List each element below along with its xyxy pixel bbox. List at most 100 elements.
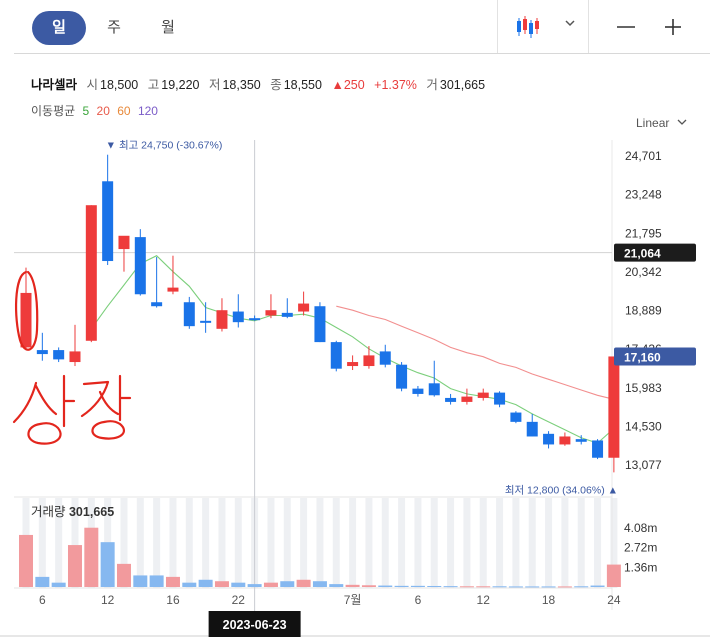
open-value: 18,500 (100, 78, 139, 92)
volume-bar (84, 527, 99, 587)
candlestick-icon (517, 16, 539, 38)
candle-body (281, 312, 293, 317)
candle (461, 388, 473, 405)
volume-bar (247, 584, 262, 587)
price-tick-label: 14,530 (625, 419, 662, 433)
candle-body (412, 388, 424, 394)
volume-bar (263, 582, 278, 587)
toolbar-bottom-border (14, 53, 710, 54)
volume-bar (606, 564, 621, 587)
candle-body (330, 342, 342, 369)
scale-mode-select[interactable]: Linear (636, 116, 687, 130)
candle (314, 302, 326, 343)
crosshair-date-tag (208, 611, 301, 637)
candle-body (477, 392, 489, 398)
chevron-down-icon (677, 119, 687, 125)
candle-body (134, 237, 146, 295)
tab-week[interactable]: 주 (107, 19, 121, 36)
candle (183, 296, 195, 329)
date-tick-label: 18 (542, 593, 556, 607)
candle-body (379, 351, 391, 365)
volume-bar (296, 579, 311, 587)
moving-average-label: 이동평균 (31, 104, 76, 118)
annotation-stroke (62, 374, 76, 428)
candle (396, 362, 408, 392)
low-label: 저 (208, 78, 221, 92)
candle (379, 344, 391, 368)
plus-icon (665, 19, 681, 35)
change-value: 250 (343, 78, 365, 92)
tab-day[interactable]: 일 (32, 11, 86, 45)
candle-body (526, 421, 538, 437)
date-tick-label: 6 (39, 593, 46, 607)
candle (200, 302, 212, 333)
change-arrow: ▲ (331, 78, 344, 92)
candle (543, 431, 555, 449)
candle-body (347, 362, 359, 367)
volume-bar (51, 582, 66, 587)
candle-body (69, 351, 81, 363)
moving-average-legend: 이동평균 5 20 60 120 (31, 102, 162, 119)
candle (167, 255, 179, 295)
volume-bar (492, 586, 507, 588)
volume-bar (427, 585, 442, 587)
candle-body (102, 181, 114, 262)
candle (36, 332, 48, 361)
candle-body (543, 433, 555, 445)
candle (53, 347, 65, 363)
price-tick-label: 20,342 (625, 265, 662, 279)
low-value: 18,350 (222, 78, 261, 92)
candle (216, 298, 228, 332)
candle (69, 324, 81, 367)
candle (428, 360, 440, 397)
candle-body (200, 320, 212, 323)
candle (249, 315, 261, 321)
quote-summary: 나라셀라 시 18,500 고 19,220 저 18,350 종 18,550 ▲25… (31, 74, 491, 93)
chart-type-button[interactable] (508, 10, 583, 44)
close-label: 종 (270, 78, 282, 92)
price-tick-label: 23,248 (625, 188, 662, 202)
candle (102, 154, 114, 266)
annotation-stroke (118, 374, 132, 422)
high-value: 19,220 (161, 78, 200, 92)
volume-bar (165, 576, 180, 587)
candle-body (494, 392, 506, 405)
candle-body (298, 303, 310, 312)
volume-bar (182, 582, 197, 587)
ma-20-label[interactable]: 20 (96, 104, 110, 118)
candle (232, 294, 244, 328)
tab-month[interactable]: 월 (161, 19, 175, 36)
candle (575, 435, 587, 445)
ma-120-label[interactable]: 120 (137, 104, 158, 118)
date-tick-label: 22 (232, 593, 246, 607)
volume-bar (280, 581, 295, 587)
candle-body (232, 311, 244, 323)
volume-bar (378, 585, 393, 587)
add-chart-button[interactable] (658, 10, 688, 44)
candle-body (183, 302, 195, 327)
candle-body (265, 310, 277, 316)
stock-name: 나라셀라 (31, 78, 78, 92)
volume-bar (329, 584, 344, 587)
high-label: 고 (147, 78, 160, 92)
candle (298, 291, 310, 316)
price-tick-label: 13,077 (625, 458, 662, 472)
annotation-stroke (80, 380, 120, 418)
scale-mode-value: Linear (636, 116, 670, 130)
candle-body (396, 364, 408, 389)
volume-bar (67, 545, 82, 587)
minimize-button[interactable] (611, 10, 641, 44)
candle-body (118, 235, 130, 250)
volume-bar (100, 542, 115, 587)
change-percent: +1.37% (374, 78, 417, 92)
volume-bar (345, 584, 360, 587)
candle (477, 388, 489, 401)
ma-60-label[interactable]: 60 (117, 104, 131, 118)
candle-body (85, 205, 97, 341)
candle-body (20, 292, 32, 348)
candle (330, 340, 342, 372)
ma-5-label[interactable]: 5 (82, 104, 90, 118)
volume-bar (476, 586, 491, 588)
volume-bar (361, 585, 376, 587)
